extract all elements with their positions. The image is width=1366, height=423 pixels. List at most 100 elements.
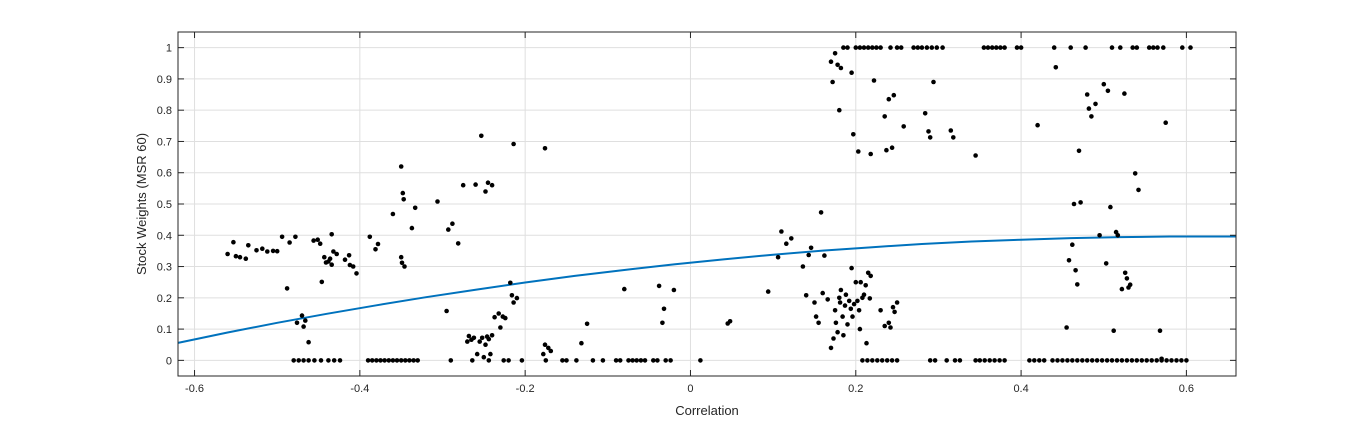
data-point: [1089, 114, 1094, 119]
data-point: [322, 254, 327, 260]
data-point: [294, 320, 300, 326]
data-point: [411, 358, 416, 363]
data-point: [828, 59, 834, 64]
data-point: [818, 210, 824, 215]
data-point: [989, 45, 995, 50]
data-point: [837, 107, 842, 113]
data-point: [638, 358, 644, 363]
data-point: [471, 335, 477, 341]
data-point: [1073, 268, 1078, 273]
data-point: [803, 293, 809, 298]
data-point: [337, 358, 343, 363]
data-point: [1157, 328, 1163, 334]
y-tick-label: 0.2: [157, 293, 172, 305]
data-point: [514, 295, 520, 301]
data-point: [879, 358, 885, 363]
data-point: [1027, 358, 1032, 363]
data-point: [1134, 358, 1140, 363]
data-point: [315, 237, 321, 242]
y-tick-label: 0.9: [157, 74, 172, 86]
data-point: [842, 303, 848, 308]
data-point: [845, 45, 850, 50]
data-point: [299, 313, 305, 318]
data-point: [287, 240, 292, 245]
data-point: [590, 358, 596, 363]
data-point: [274, 248, 280, 254]
data-point: [878, 45, 883, 50]
data-point: [1101, 81, 1107, 87]
data-point: [865, 358, 870, 363]
data-point: [806, 252, 811, 258]
data-point: [400, 190, 406, 196]
data-point: [892, 309, 897, 315]
data-point: [838, 65, 844, 71]
data-point: [1154, 358, 1159, 363]
x-tick-label: -0.2: [516, 383, 535, 395]
data-point: [1180, 45, 1185, 50]
data-point: [875, 358, 880, 363]
data-point: [375, 241, 381, 247]
data-point: [412, 205, 418, 211]
data-point: [1103, 261, 1109, 266]
data-point: [306, 339, 311, 345]
data-point: [401, 197, 407, 202]
data-point: [655, 358, 660, 363]
data-point: [1051, 45, 1057, 50]
data-point: [832, 51, 838, 56]
data-point: [237, 254, 243, 260]
data-point: [331, 358, 337, 363]
data-point: [291, 358, 297, 363]
data-point: [816, 320, 821, 326]
data-point: [474, 351, 480, 357]
data-point: [1118, 45, 1123, 50]
data-point: [455, 241, 461, 246]
data-point: [1184, 358, 1189, 363]
data-point: [270, 248, 276, 254]
data-point: [1053, 65, 1059, 70]
data-point: [779, 229, 784, 234]
data-point: [319, 279, 325, 285]
data-point: [265, 249, 270, 254]
y-tick-label: 0.7: [157, 136, 172, 148]
data-point: [1149, 358, 1154, 363]
data-point: [350, 264, 356, 269]
data-point: [301, 358, 306, 363]
data-point: [812, 300, 817, 305]
data-point: [948, 128, 954, 133]
data-point: [473, 182, 478, 187]
data-point: [477, 339, 483, 344]
data-point: [661, 306, 667, 312]
data-point: [886, 320, 892, 326]
data-point: [1130, 45, 1135, 50]
data-point: [1129, 358, 1135, 363]
data-point: [1041, 358, 1047, 363]
data-point: [489, 333, 495, 338]
data-point: [496, 311, 502, 316]
data-point: [390, 358, 396, 363]
data-point: [470, 358, 475, 363]
data-point: [600, 358, 606, 363]
data-point: [864, 340, 869, 346]
data-point: [367, 234, 373, 240]
data-point: [1075, 282, 1080, 287]
data-point: [1122, 270, 1128, 276]
data-point: [1084, 358, 1090, 363]
data-point: [922, 111, 928, 116]
data-point: [808, 245, 814, 251]
data-point: [1174, 358, 1179, 363]
data-point: [542, 146, 548, 151]
data-point: [894, 358, 900, 363]
data-point: [915, 45, 921, 50]
data-point: [409, 225, 415, 231]
data-point: [365, 358, 371, 363]
data-point: [503, 315, 508, 321]
data-point: [498, 325, 503, 330]
data-point: [932, 358, 938, 363]
data-point: [574, 358, 579, 363]
x-tick-label: 0.2: [848, 383, 863, 395]
data-point: [849, 265, 854, 271]
data-point: [444, 308, 449, 314]
data-point: [1127, 282, 1133, 288]
data-point: [867, 296, 873, 301]
data-point: [1119, 286, 1125, 292]
